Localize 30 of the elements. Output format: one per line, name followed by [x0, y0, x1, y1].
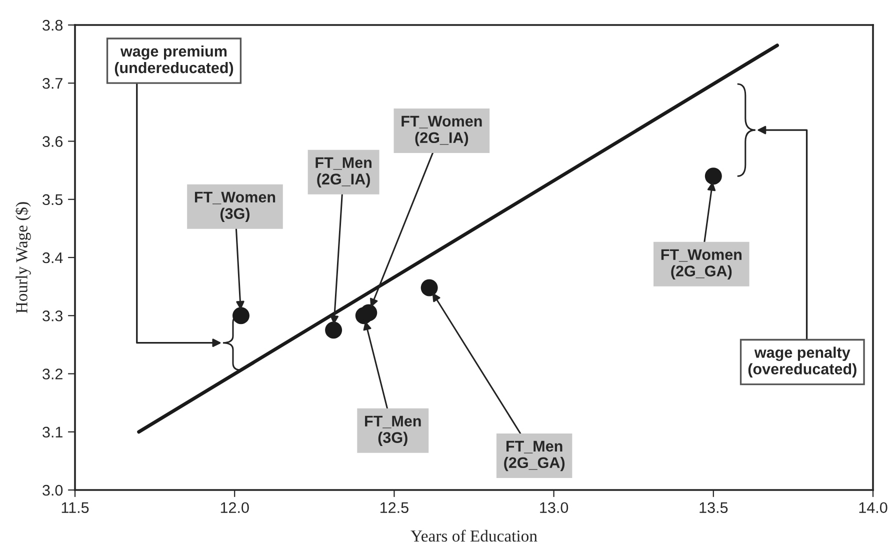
x-tick-label: 13.5: [700, 502, 728, 514]
x-axis-title: Years of Education: [410, 530, 538, 542]
point: [325, 322, 342, 339]
y-tick-label: 3.2: [42, 368, 62, 380]
x-tick-label: 11.5: [62, 502, 89, 514]
y-tick-label: 3.5: [42, 194, 63, 206]
annotation: wage premium (undereducated): [114, 45, 234, 76]
annotation: FT_Men (2G_IA): [316, 157, 372, 188]
y-axis-title: Hourly Wage ($): [15, 202, 31, 314]
point: [420, 279, 438, 296]
y-tick-label: 3.7: [42, 78, 62, 89]
annotation: FT_Men (3G): [365, 416, 421, 446]
y-tick-label: 3.8: [42, 20, 63, 31]
x-tick-label: 12.5: [380, 502, 408, 514]
y-tick-label: 3.6: [42, 136, 63, 147]
x-tick-label: 13.0: [540, 502, 568, 514]
annotation: wage penalty (overeducated): [748, 346, 856, 378]
annotation: FT_Women (3G): [194, 192, 276, 222]
y-tick-label: 3.1: [42, 426, 62, 438]
x-tick-label: 14.0: [859, 502, 888, 514]
y-tick-label: 3.3: [42, 310, 63, 322]
annotation: FT_Men (2G_GA): [504, 440, 565, 472]
annotation: FT_Women (2G_IA): [402, 116, 482, 146]
y-tick-label: 3.0: [42, 484, 63, 496]
point: [360, 304, 378, 322]
y-tick-label: 3.4: [42, 252, 63, 264]
annotation: FT_Women (2G_GA): [661, 249, 742, 280]
x-tick-label: 12.0: [220, 502, 249, 514]
point: [704, 168, 722, 185]
point: [232, 307, 250, 324]
